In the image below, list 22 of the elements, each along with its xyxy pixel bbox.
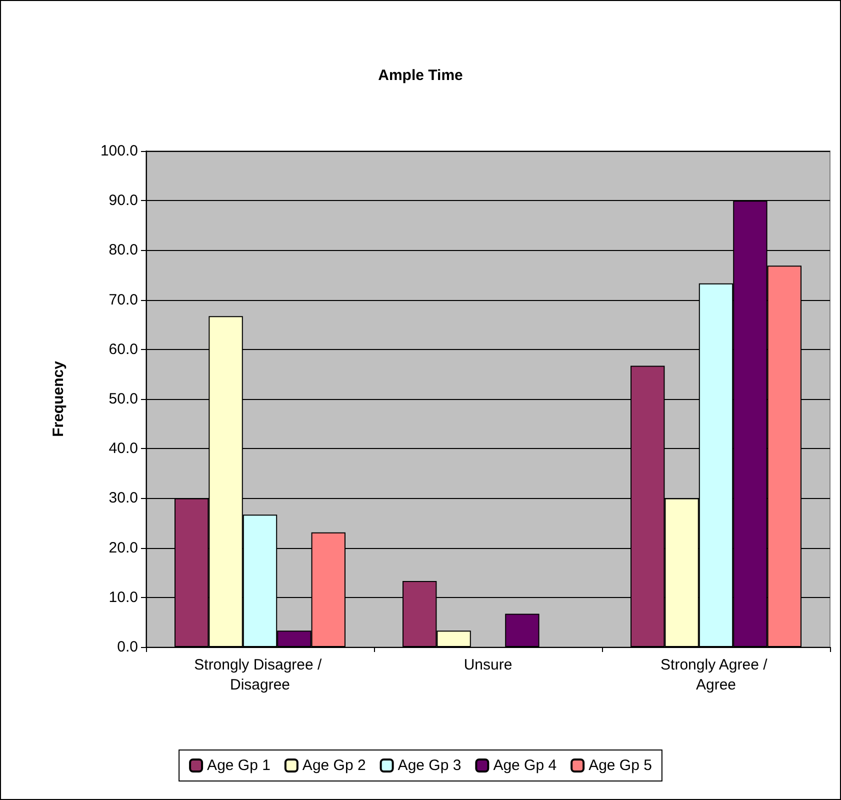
y-tick-label: 10.0 bbox=[108, 588, 138, 606]
y-tick-label: 60.0 bbox=[108, 340, 138, 358]
y-axis-title: Frequency bbox=[50, 360, 67, 437]
legend-label: Age Gp 5 bbox=[588, 757, 652, 774]
legend-label: Age Gp 3 bbox=[398, 757, 462, 774]
legend-label: Age Gp 1 bbox=[207, 757, 270, 774]
y-tick-label: 50.0 bbox=[108, 390, 138, 408]
y-tick-label: 30.0 bbox=[108, 490, 138, 507]
y-tick-label: 20.0 bbox=[108, 539, 138, 556]
x-tick-label: Strongly Agree / Agree bbox=[660, 656, 772, 694]
y-tick-label: 0.0 bbox=[117, 638, 138, 656]
y-tick-label: 80.0 bbox=[108, 242, 138, 259]
y-tick-label: 70.0 bbox=[108, 291, 138, 308]
legend-label: Age Gp 4 bbox=[493, 757, 557, 774]
chart-title: Ample Time bbox=[378, 67, 463, 84]
legend-label: Age Gp 2 bbox=[302, 757, 366, 774]
y-tick-label: 40.0 bbox=[108, 440, 138, 458]
x-tick-label: Unsure bbox=[464, 656, 512, 674]
x-tick-label: Strongly Disagree / Disagree bbox=[194, 656, 326, 694]
bar bbox=[505, 614, 540, 647]
y-tick-label: 90.0 bbox=[108, 192, 138, 210]
y-tick-label: 100.0 bbox=[100, 142, 138, 160]
